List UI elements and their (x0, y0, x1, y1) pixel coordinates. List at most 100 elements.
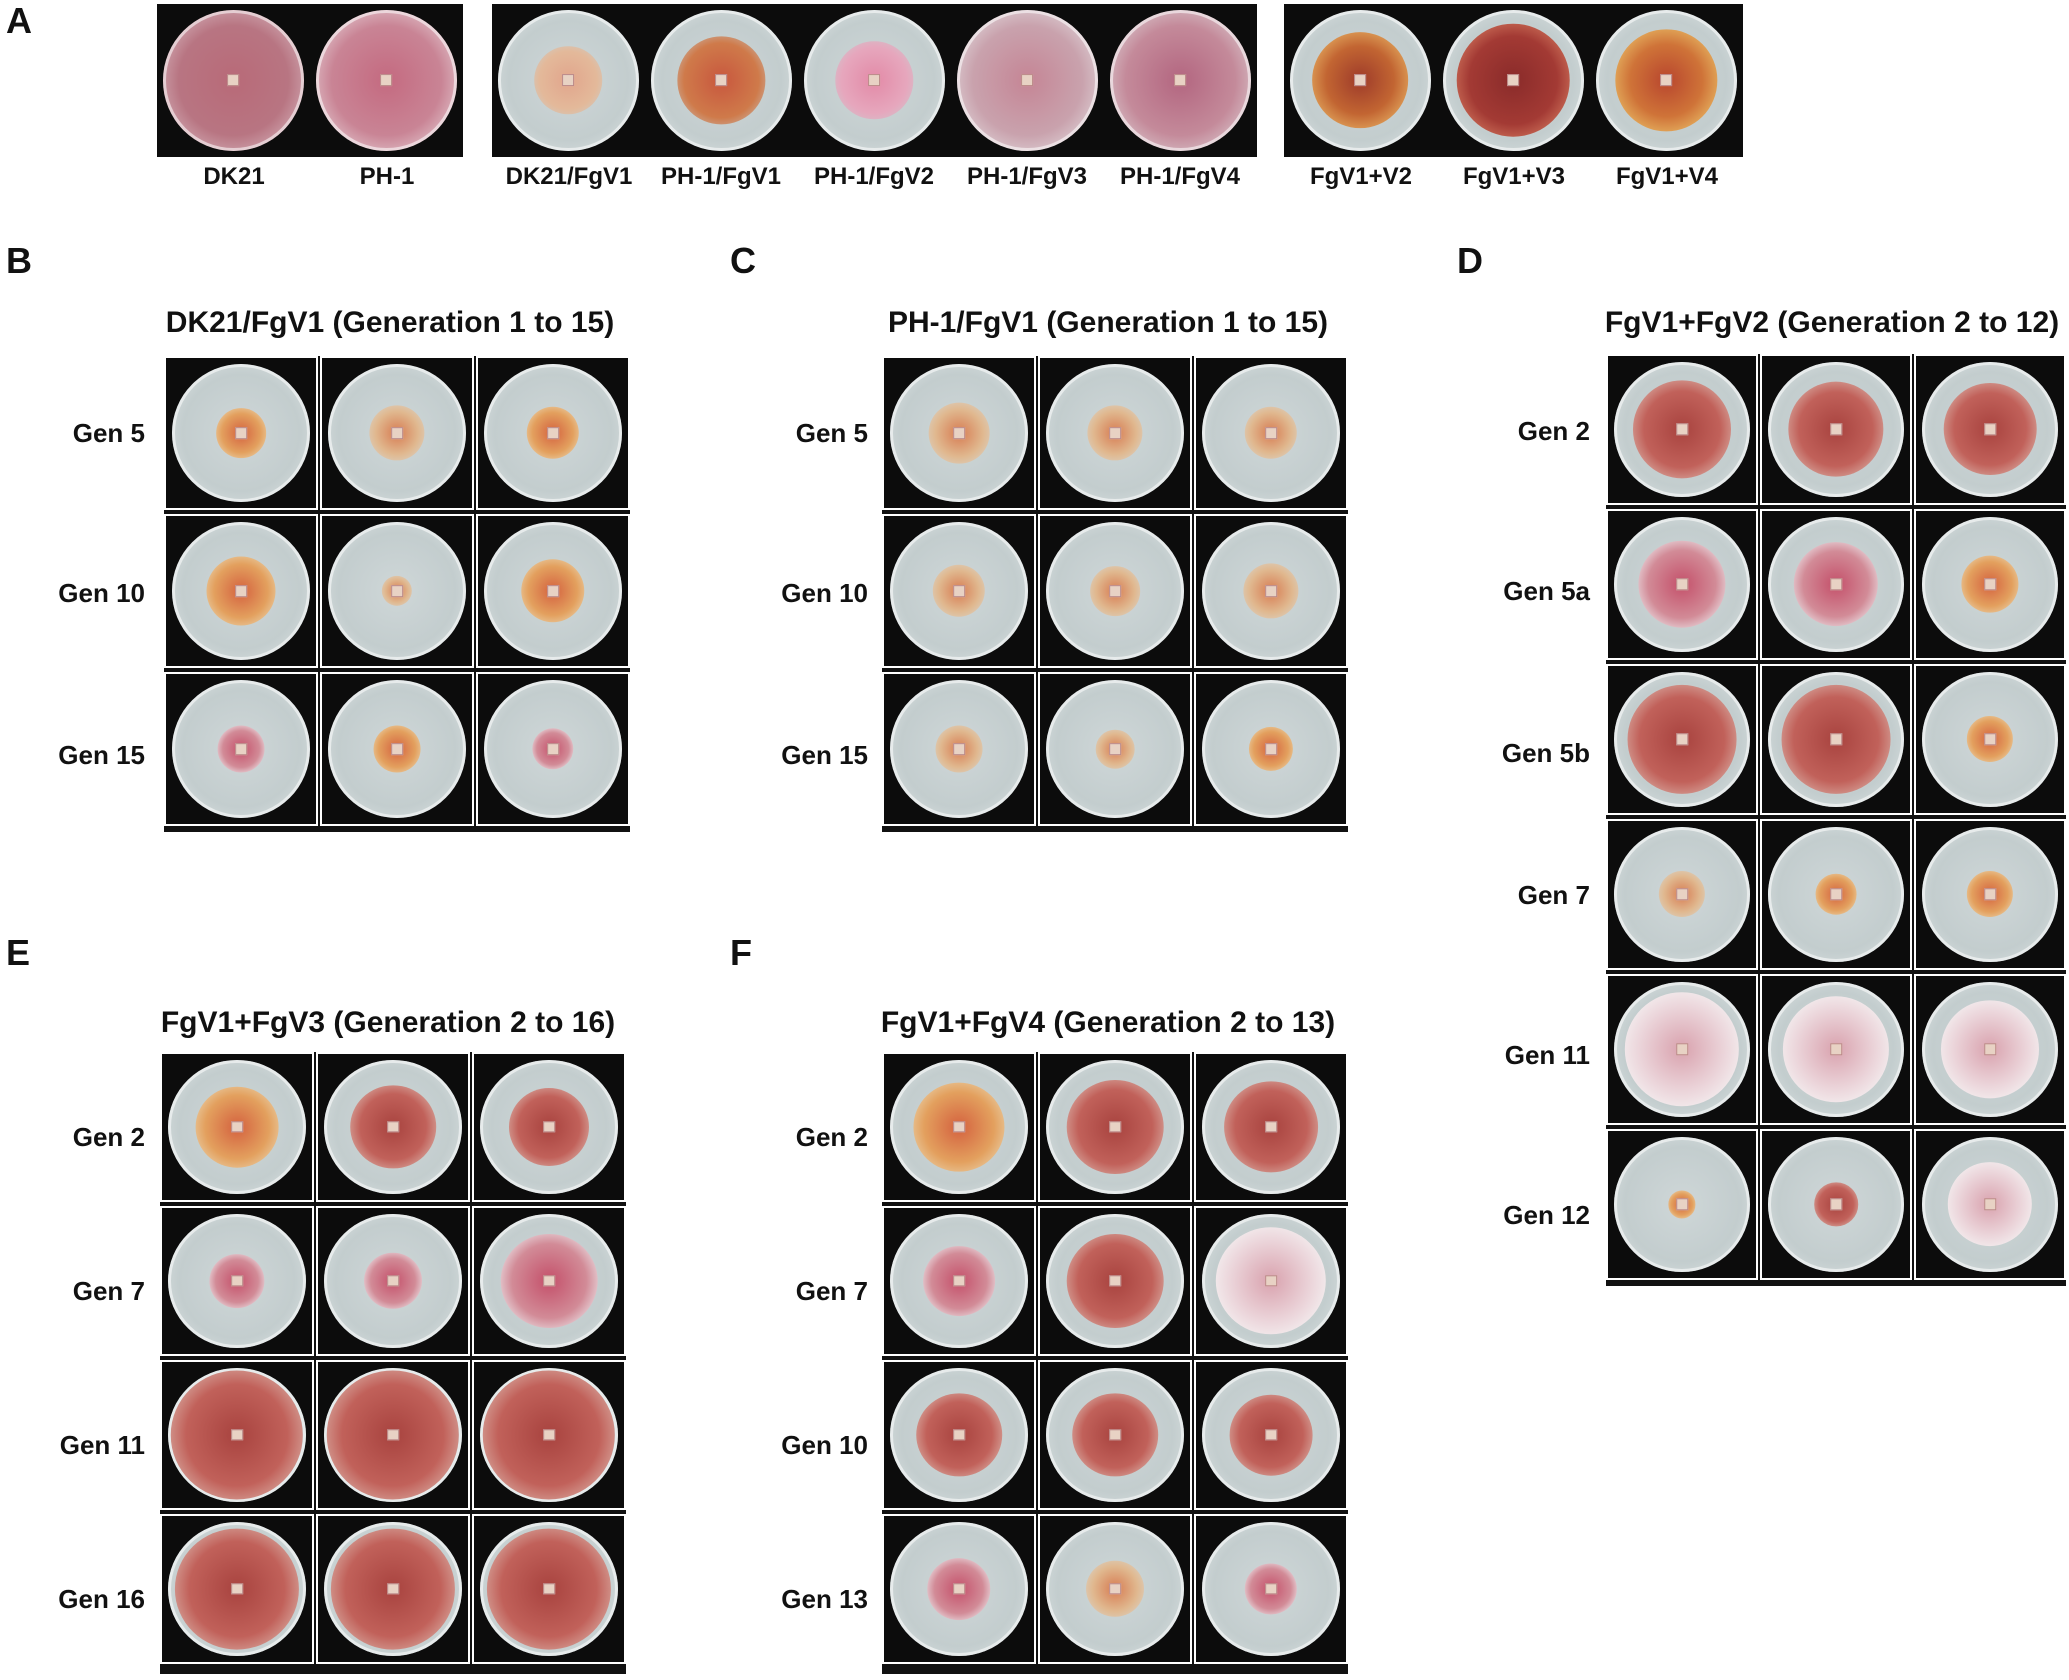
panel-f-plate-r2-c1 (882, 1206, 1036, 1356)
panel-d-row-label-2: Gen 5a (1503, 576, 1590, 606)
panel-e-row-label-1: Gen 2 (72, 1122, 145, 1152)
panel-e-plate-photo-r2-c2 (318, 1208, 468, 1354)
panel-c-plate-photo-r2-c3 (1196, 516, 1346, 666)
panel-f-plate-r2-c2 (1038, 1206, 1192, 1356)
panel-d-plate-r5-c1 (1606, 974, 1758, 1125)
panel-d-title: FgV1+FgV2 (Generation 2 to 12) (1604, 306, 2060, 339)
panel-b-plate-photo-r2-c3 (478, 516, 628, 666)
panel-f-plate-photo-r2-c2 (1040, 1208, 1190, 1354)
plate-photo-ph1-fgv2 (798, 4, 951, 157)
panel-f-plate-photo-r4-c2 (1040, 1516, 1190, 1662)
panel-c-plate-r3-c3 (1194, 672, 1348, 826)
panel-d-plate-r6-c3 (1914, 1129, 2066, 1280)
panel-e-plate-r2-c3 (472, 1206, 626, 1356)
panel-d-plate-photo-r2-c3 (1916, 511, 2064, 658)
panel-b-plate-photo-r2-c1 (166, 516, 316, 666)
panel-d-plate-photo-r5-c2 (1762, 976, 1910, 1123)
panel-d-plate-photo-r3-c1 (1608, 666, 1756, 813)
panel-e-plate-r2-c2 (316, 1206, 470, 1356)
panel-d-plate-photo-r6-c2 (1762, 1131, 1910, 1278)
panel-e-plate-photo-r1-c2 (318, 1054, 468, 1200)
panel-d-plate-photo-r1-c1 (1608, 356, 1756, 503)
panel-c-plate-r2-c2 (1038, 514, 1192, 668)
panel-c-plate-photo-r1-c2 (1040, 358, 1190, 508)
panel-e-plate-r3-c1 (160, 1360, 314, 1510)
panel-b-plate-r2-c3 (476, 514, 630, 668)
panel-d-plate-r3-c2 (1760, 664, 1912, 815)
panel-d-plate-r4-c3 (1914, 819, 2066, 970)
panel-e-row-label-4: Gen 16 (58, 1584, 145, 1614)
panel-b-plate-r3-c2 (320, 672, 474, 826)
plate-photo-dk21-fgv1 (492, 4, 645, 157)
panel-e-grid (160, 1052, 626, 1674)
panel-f-row-label-1: Gen 2 (795, 1122, 868, 1152)
caption-fgv1-v3: FgV1+V3 (1462, 163, 1566, 190)
caption-ph1-fgv3: PH-1/FgV3 (966, 163, 1088, 190)
caption-fgv1-v2: FgV1+V2 (1309, 163, 1413, 190)
panel-c-row-label-3: Gen 15 (781, 740, 868, 770)
panel-b-plate-r3-c3 (476, 672, 630, 826)
panel-d-row-label-4: Gen 7 (1517, 880, 1590, 910)
panel-b-plate-photo-r2-c2 (322, 516, 472, 666)
panel-b-plate-photo-r1-c1 (166, 358, 316, 508)
panel-d-grid (1606, 354, 2066, 1286)
panel-c-plate-photo-r3-c3 (1196, 674, 1346, 824)
caption-fgv1-v4: FgV1+V4 (1615, 163, 1719, 190)
panel-c-plate-photo-r3-c2 (1040, 674, 1190, 824)
panel-d-plate-photo-r4-c1 (1608, 821, 1756, 968)
plate-photo-fgv1-v2 (1284, 4, 1437, 157)
panel-f-row-label-3: Gen 10 (781, 1430, 868, 1460)
panel-c-plate-r1-c2 (1038, 356, 1192, 510)
panel-f-plate-photo-r1-c3 (1196, 1054, 1346, 1200)
panel-d-plate-photo-r1-c2 (1762, 356, 1910, 503)
panel-d-plate-photo-r3-c3 (1916, 666, 2064, 813)
caption-ph1: PH-1 (359, 163, 415, 190)
panel-d-plate-r1-c3 (1914, 354, 2066, 505)
panel-e-plate-r1-c2 (316, 1052, 470, 1202)
panel-e-plate-r4-c2 (316, 1514, 470, 1664)
panel-b-letter: B (6, 240, 32, 281)
panel-f-plate-photo-r1-c2 (1040, 1054, 1190, 1200)
panel-b-plate-photo-r1-c3 (478, 358, 628, 508)
panel-b-plate-photo-r3-c3 (478, 674, 628, 824)
panel-d-plate-r3-c1 (1606, 664, 1758, 815)
panel-d-plate-r4-c2 (1760, 819, 1912, 970)
panel-f-plate-photo-r2-c3 (1196, 1208, 1346, 1354)
panel-d-row-label-3: Gen 5b (1501, 738, 1590, 768)
panel-d-plate-photo-r3-c2 (1762, 666, 1910, 813)
panel-d-plate-r2-c1 (1606, 509, 1758, 660)
panel-b-row-label-3: Gen 15 (58, 740, 145, 770)
panel-a-letter: A (6, 0, 32, 41)
panel-f-plate-r3-c1 (882, 1360, 1036, 1510)
panel-f-plate-r3-c2 (1038, 1360, 1192, 1510)
panel-c-plate-r1-c1 (882, 356, 1036, 510)
panel-f-plate-r4-c2 (1038, 1514, 1192, 1664)
panel-f-row-label-4: Gen 13 (781, 1584, 868, 1614)
panel-d-plate-r1-c1 (1606, 354, 1758, 505)
panel-d-plate-photo-r4-c2 (1762, 821, 1910, 968)
panel-c-plate-photo-r1-c3 (1196, 358, 1346, 508)
panel-b-row-label-1: Gen 5 (72, 418, 145, 448)
panel-f-row-label-2: Gen 7 (795, 1276, 868, 1306)
panel-d-row-label-6: Gen 12 (1503, 1200, 1590, 1230)
panel-d-plate-r2-c3 (1914, 509, 2066, 660)
panel-f-plate-r1-c2 (1038, 1052, 1192, 1202)
plate-photo-ph1-fgv3 (951, 4, 1104, 157)
panel-e-plate-photo-r3-c2 (318, 1362, 468, 1508)
panel-f-letter: F (730, 932, 752, 973)
panel-d-row-label-5: Gen 11 (1504, 1040, 1590, 1070)
panel-e-plate-r1-c3 (472, 1052, 626, 1202)
plate-photo-dk21 (157, 4, 310, 157)
panel-f-plate-r1-c1 (882, 1052, 1036, 1202)
panel-d-plate-r6-c1 (1606, 1129, 1758, 1280)
panel-c-plate-r2-c3 (1194, 514, 1348, 668)
panel-d-plate-r1-c2 (1760, 354, 1912, 505)
panel-e-row-label-2: Gen 7 (72, 1276, 145, 1306)
panel-b-plate-r2-c1 (164, 514, 318, 668)
panel-c-plate-r1-c3 (1194, 356, 1348, 510)
panel-b-plate-photo-r3-c2 (322, 674, 472, 824)
panel-e-plate-photo-r3-c1 (162, 1362, 312, 1508)
caption-dk21-fgv1: DK21/FgV1 (505, 163, 633, 190)
panel-f-plate-photo-r1-c1 (884, 1054, 1034, 1200)
panel-b-row-label-2: Gen 10 (58, 578, 145, 608)
